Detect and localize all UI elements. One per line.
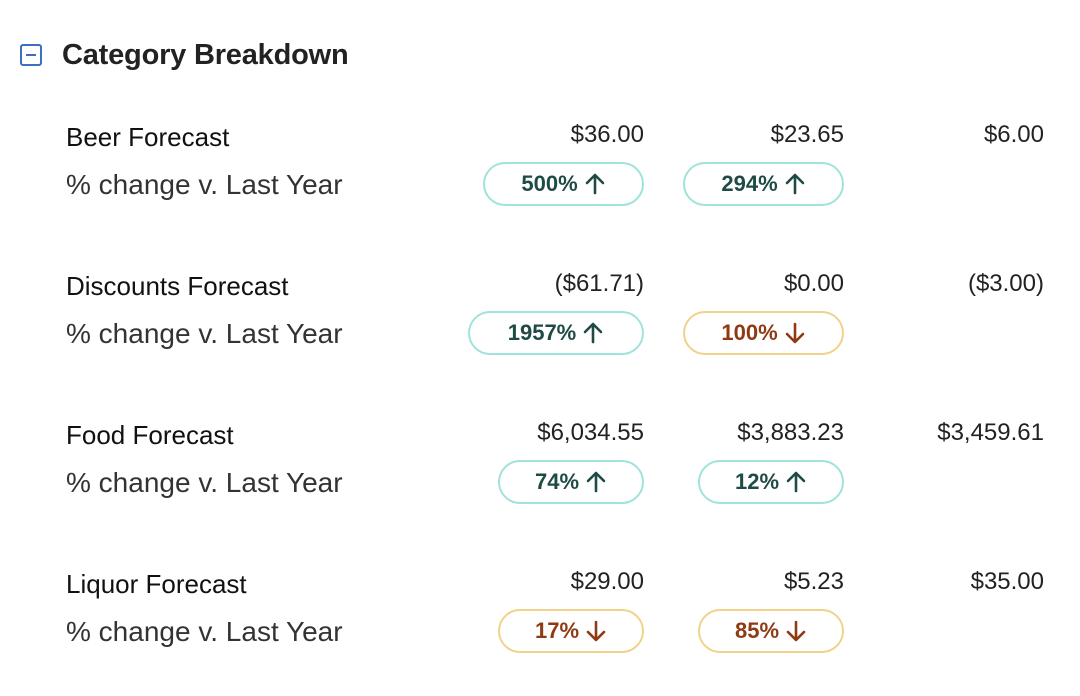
forecast-value-1: $36.00 (570, 121, 644, 148)
section-header: Category Breakdown (20, 34, 349, 76)
change-badge-1: 1957% (468, 311, 644, 355)
category-beer: Beer Forecast $36.00 $23.65 $6.00 % chan… (0, 117, 1080, 237)
arrow-down-glyph (586, 620, 606, 642)
change-label: % change v. Last Year (66, 616, 343, 647)
change-badge-text: 294% (721, 171, 778, 196)
change-badge-2: 100% (683, 311, 844, 355)
arrow-up-glyph (786, 471, 806, 493)
forecast-value-1: ($61.71) (554, 270, 644, 297)
arrow-up-glyph (585, 173, 604, 195)
category-food: Food Forecast $6,034.55 $3,883.23 $3,459… (0, 415, 1080, 535)
arrow-up-glyph (785, 173, 804, 195)
change-badge-text: 74% (534, 469, 580, 494)
change-badge-2: 294% (683, 162, 844, 206)
change-badge-1: 74% (498, 460, 644, 504)
forecast-value-2: $5.23 (783, 568, 844, 595)
arrow-down-glyph (785, 322, 804, 344)
arrow-down-icon (785, 619, 807, 643)
forecast-value-3: $3,459.61 (937, 419, 1044, 446)
change-label: % change v. Last Year (66, 467, 343, 498)
forecast-value-3: $6.00 (983, 121, 1044, 148)
category-label: Liquor Forecast (66, 569, 247, 599)
arrow-down-icon (784, 321, 806, 345)
change-badge-text: 12% (734, 469, 780, 494)
minus-glyph (26, 54, 36, 56)
arrow-down-glyph (786, 620, 806, 642)
change-label: % change v. Last Year (66, 318, 343, 349)
arrow-up-icon (785, 470, 807, 494)
section-title: Category Breakdown (62, 38, 349, 71)
arrow-up-icon (585, 470, 607, 494)
category-liquor: Liquor Forecast $29.00 $5.23 $35.00 % ch… (0, 564, 1080, 684)
forecast-value-2: $0.00 (783, 270, 844, 297)
change-badge-text: 500% (521, 171, 578, 196)
arrow-up-glyph (586, 471, 606, 493)
forecast-value-1: $6,034.55 (537, 419, 644, 446)
forecast-value-2: $3,883.23 (737, 419, 844, 446)
arrow-up-icon (784, 172, 806, 196)
change-badge-1: 17% (498, 609, 644, 653)
category-label: Beer Forecast (66, 122, 230, 152)
change-badge-text: 85% (734, 618, 780, 643)
category-label: Discounts Forecast (66, 271, 289, 301)
change-badge-text: 1957% (507, 320, 577, 345)
change-badge-2: 12% (698, 460, 844, 504)
arrow-up-icon (584, 172, 606, 196)
category-discounts: Discounts Forecast ($61.71) $0.00 ($3.00… (0, 266, 1080, 386)
collapse-icon[interactable] (20, 44, 42, 66)
forecast-value-3: $35.00 (970, 568, 1044, 595)
change-badge-text: 100% (721, 320, 778, 345)
change-badge-text: 17% (534, 618, 580, 643)
forecast-value-2: $23.65 (770, 121, 844, 148)
forecast-value-3: ($3.00) (967, 270, 1044, 297)
change-label: % change v. Last Year (66, 169, 343, 200)
forecast-value-1: $29.00 (570, 568, 644, 595)
arrow-up-glyph (583, 322, 603, 344)
change-badge-2: 85% (698, 609, 844, 653)
arrow-up-icon (582, 321, 604, 345)
arrow-down-icon (585, 619, 607, 643)
change-badge-1: 500% (483, 162, 644, 206)
category-label: Food Forecast (66, 420, 234, 450)
